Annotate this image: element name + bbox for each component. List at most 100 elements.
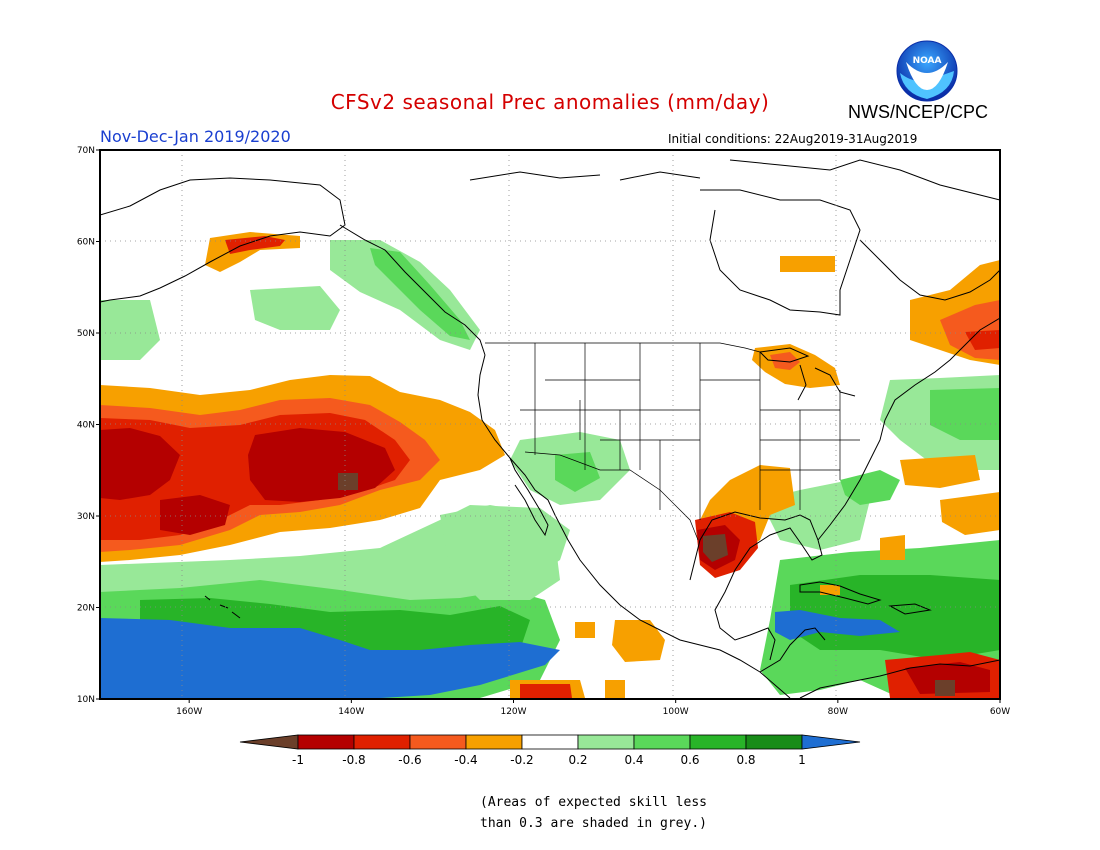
dry-field-great-lakes-red — [770, 352, 800, 370]
dry-field-panama-orange — [605, 680, 625, 698]
lon-tick-label: 160W — [176, 707, 202, 717]
colorbar-segment — [297, 734, 355, 750]
lat-axis: 70N 60N 50N 40N 30N 20N 10N — [77, 146, 100, 705]
dry-field-pacific-darkred-1 — [248, 428, 395, 502]
lat-tick-label: 50N — [77, 329, 95, 339]
coastline-arctic-islands — [469, 159, 1000, 201]
state-lines-east — [700, 379, 860, 510]
wet-field-north-pacific-1 — [100, 300, 160, 360]
dry-field-hudson-orange — [780, 256, 835, 272]
colorbar-segment — [521, 734, 579, 750]
colorbar-segment — [465, 734, 523, 750]
colorbar-segment — [409, 734, 467, 750]
wet-field-south-pacific-midgreen — [140, 598, 530, 665]
state-lines-central — [579, 400, 661, 510]
dry-field-mexico-pacific-orange-2 — [575, 622, 595, 638]
colorbar-segment — [689, 734, 747, 750]
colorbar-segment — [745, 734, 803, 750]
colorbar-segment — [633, 734, 691, 750]
dry-anomaly-fields — [100, 232, 1000, 698]
lat-tick-label: 70N — [77, 146, 95, 156]
coastline-labrador — [859, 239, 1000, 301]
colorbar-tick-label: -0.6 — [398, 753, 421, 767]
coastline-cuba — [799, 581, 882, 605]
map-area — [100, 150, 1000, 699]
dry-field-south-red — [520, 684, 572, 698]
map-title: CFSv2 seasonal Prec anomalies (mm/day) — [330, 90, 770, 114]
lon-axis: 160W 140W 120W 100W 80W 60W — [176, 699, 1010, 717]
dry-field-mexico-pacific-orange — [612, 620, 665, 662]
colorbar-segment — [577, 734, 635, 750]
colorbar-tick-label: 0.4 — [624, 753, 643, 767]
coastline-central-america — [759, 627, 826, 673]
graticule — [100, 150, 1000, 699]
colorbar-tick-label: 0.8 — [736, 753, 755, 767]
dry-field-gulf-brown — [703, 534, 728, 562]
noaa-logo-icon: NOAA — [896, 40, 958, 102]
wet-field-east-coast-green — [840, 470, 900, 505]
coastline-alaska — [100, 177, 346, 303]
colorbar-tick-label: 0.2 — [568, 753, 587, 767]
colorbar-tick-label: 1 — [798, 753, 806, 767]
skill-note: (Areas of expected skill less than 0.3 a… — [480, 792, 707, 834]
dry-field-quebec-red-2 — [965, 330, 1000, 350]
dry-field-pacific-darkred-3 — [160, 495, 230, 535]
dry-field-venezuela-brown — [935, 680, 955, 696]
colorbar-tick-label: -0.8 — [342, 753, 365, 767]
coastline-baja — [509, 457, 549, 537]
colorbar-max-arrow — [801, 734, 861, 750]
lake-superior — [758, 347, 810, 363]
lon-tick-label: 140W — [338, 707, 364, 717]
coastline-gulf-of-mexico — [689, 511, 823, 661]
coastline-south-america — [799, 659, 1000, 699]
lat-tick-label: 20N — [77, 604, 95, 614]
wet-field-atlantic-green — [930, 388, 1000, 440]
lat-tick-label: 60N — [77, 238, 95, 248]
wet-field-mexico-pacific — [440, 505, 560, 600]
wet-field-caribbean-midgreen — [790, 575, 1000, 660]
coastline-us-east — [817, 317, 1000, 541]
border-canada-us — [485, 342, 761, 353]
wet-field-south-pacific-blue — [100, 618, 560, 698]
lat-tick-label: 30N — [77, 512, 95, 522]
lon-tick-label: 60W — [990, 707, 1010, 717]
colorbar-tick-label: 0.6 — [680, 753, 699, 767]
political-boundaries — [485, 342, 860, 541]
dry-field-cuba-orange — [820, 585, 840, 595]
skill-note-line-1: (Areas of expected skill less — [480, 795, 707, 810]
colorbar-tick-label: -0.2 — [510, 753, 533, 767]
lat-tick-label: 40N — [77, 421, 95, 431]
skill-note-line-2: than 0.3 are shaded in grey.) — [480, 816, 707, 831]
wet-field-us-southwest-green — [555, 452, 600, 492]
coastline-hawaii — [204, 595, 241, 619]
dry-field-atlantic-orange-2 — [940, 492, 1000, 535]
dry-field-atlantic-orange-3 — [880, 535, 905, 560]
dry-field-alaska-red — [225, 236, 285, 254]
lon-tick-label: 80W — [828, 707, 848, 717]
dry-field-pacific-brown — [338, 473, 358, 490]
dry-field-pacific-darkred-2 — [100, 428, 180, 500]
lake-michigan — [797, 364, 807, 401]
coastline-alaska-panhandle — [339, 224, 486, 356]
wet-anomaly-fields — [100, 240, 1000, 698]
lon-tick-label: 100W — [663, 707, 689, 717]
colorbar-segment — [353, 734, 411, 750]
coastline-hispaniola — [888, 603, 932, 615]
coastline-west-us — [477, 354, 791, 699]
wet-field-caribbean-blue — [775, 610, 900, 640]
border-us-mexico — [524, 451, 699, 541]
noaa-logo-text: NOAA — [913, 56, 942, 66]
colorbar: -1 -0.8 -0.6 -0.4 -0.2 0.2 0.4 0.6 0.8 1 — [239, 734, 861, 767]
coastline-hudson-bay — [700, 189, 861, 316]
dry-field-atlantic-orange-1 — [900, 455, 980, 488]
lon-tick-label: 120W — [500, 707, 526, 717]
colorbar-tick-label: -1 — [292, 753, 304, 767]
wet-field-north-pacific-2 — [250, 286, 340, 330]
lat-tick-label: 10N — [77, 695, 95, 705]
wet-field-bc-coast — [370, 248, 470, 340]
coastlines — [100, 159, 1000, 699]
dry-field-venezuela-darkred — [905, 662, 990, 694]
colorbar-tick-label: -0.4 — [454, 753, 477, 767]
colorbar-min-arrow — [239, 734, 299, 750]
